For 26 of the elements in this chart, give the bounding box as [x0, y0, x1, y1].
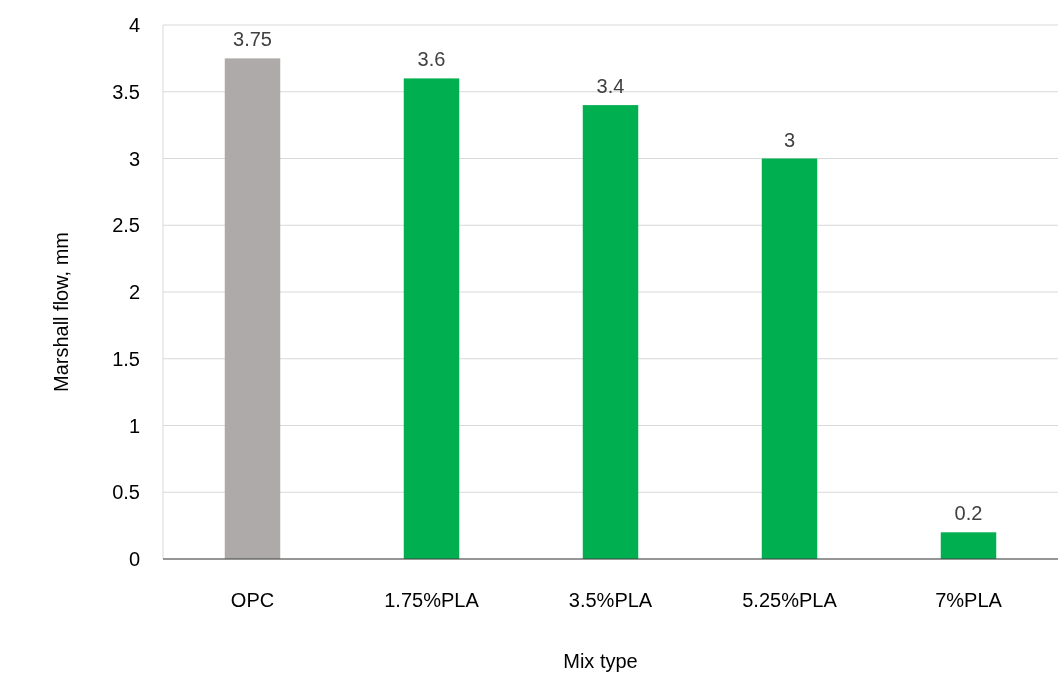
- y-tick-label: 0.5: [112, 481, 140, 504]
- bar: [940, 532, 997, 559]
- x-tick-label: OPC: [230, 589, 275, 611]
- y-tick-label: 3.5: [112, 80, 140, 103]
- bar: [582, 105, 639, 559]
- y-tick-label: 2: [128, 281, 140, 303]
- bar: [403, 78, 460, 559]
- y-tick-label: 4: [128, 14, 140, 36]
- y-tick-label: 0: [128, 548, 140, 570]
- y-tick-label: 3: [128, 147, 140, 170]
- bar: [224, 58, 281, 559]
- x-axis-title: Mix type: [563, 650, 638, 672]
- data-label: 3: [783, 128, 796, 151]
- x-tick-label: 1.75%PLA: [384, 589, 480, 611]
- data-label: 0.2: [954, 502, 983, 525]
- data-label: 3.4: [596, 75, 625, 98]
- y-axis-title: Marshall flow, mm: [50, 231, 72, 393]
- data-label: 3.6: [417, 48, 446, 71]
- y-tick-label: 2.5: [112, 214, 140, 237]
- data-label: 3.75: [233, 28, 272, 51]
- x-tick-label: 7%PLA: [935, 589, 1003, 611]
- bar: [761, 158, 818, 559]
- x-tick-label: 5.25%PLA: [742, 589, 838, 611]
- y-tick-label: 1: [128, 414, 140, 437]
- x-tick-label: 3.5%PLA: [568, 589, 653, 611]
- y-tick-label: 1.5: [112, 347, 140, 370]
